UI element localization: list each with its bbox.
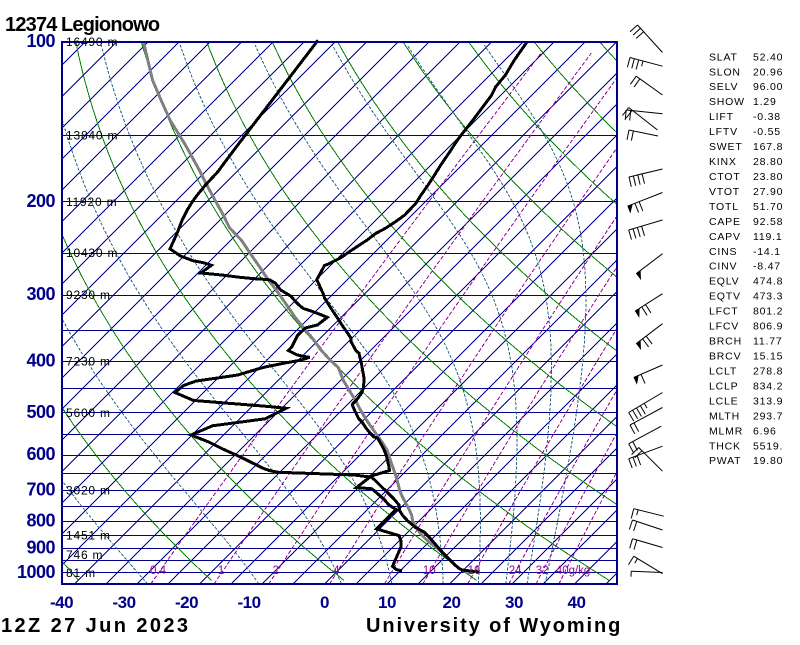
svg-text:51.70: 51.70 (753, 201, 783, 213)
svg-text:23.80: 23.80 (753, 171, 783, 183)
svg-text:1000: 1000 (17, 562, 56, 582)
svg-text:473.3: 473.3 (753, 291, 783, 303)
svg-text:6.96: 6.96 (753, 425, 777, 437)
svg-text:700: 700 (26, 480, 55, 500)
svg-text:800: 800 (26, 510, 55, 530)
svg-text:746 m: 746 m (66, 548, 103, 562)
svg-text:16: 16 (468, 565, 481, 577)
svg-text:LCLP: LCLP (709, 380, 738, 392)
svg-text:834.2: 834.2 (753, 380, 783, 392)
svg-text:-14.1: -14.1 (753, 246, 781, 258)
svg-text:52.40: 52.40 (753, 51, 783, 63)
svg-text:900: 900 (26, 538, 55, 558)
svg-text:400: 400 (26, 351, 55, 371)
svg-text:27.90: 27.90 (753, 186, 783, 198)
svg-text:-8.47: -8.47 (753, 261, 781, 273)
svg-text:7230 m: 7230 m (66, 355, 111, 369)
svg-text:300: 300 (26, 284, 55, 304)
svg-text:10430 m: 10430 m (66, 246, 118, 260)
svg-text:5519.: 5519. (753, 440, 783, 452)
svg-text:CAPE: CAPE (709, 216, 741, 228)
svg-text:10: 10 (423, 565, 436, 577)
svg-text:VTOT: VTOT (709, 186, 740, 198)
svg-text:EQLV: EQLV (709, 276, 739, 288)
svg-text:BRCH: BRCH (709, 336, 742, 348)
svg-text:96.00: 96.00 (753, 81, 783, 93)
svg-text:40g/kg: 40g/kg (556, 565, 591, 577)
svg-text:-10: -10 (237, 593, 260, 612)
svg-text:40: 40 (568, 593, 586, 612)
svg-text:SLAT: SLAT (709, 51, 738, 63)
svg-text:1451 m: 1451 m (66, 528, 111, 542)
svg-text:11.77: 11.77 (753, 336, 783, 348)
svg-text:167.8: 167.8 (753, 141, 783, 153)
svg-text:4: 4 (333, 565, 340, 577)
svg-text:-0.55: -0.55 (753, 126, 781, 138)
svg-text:THCK: THCK (709, 440, 741, 452)
svg-text:2: 2 (272, 565, 278, 577)
svg-text:293.7: 293.7 (753, 410, 783, 422)
svg-text:LCLE: LCLE (709, 395, 738, 407)
svg-text:11920 m: 11920 m (66, 195, 117, 209)
svg-text:13840 m: 13840 m (66, 129, 118, 143)
svg-text:KINX: KINX (709, 156, 737, 168)
svg-text:CTOT: CTOT (709, 171, 741, 183)
svg-text:600: 600 (26, 444, 55, 464)
svg-text:500: 500 (26, 402, 55, 422)
svg-text:0: 0 (320, 593, 329, 612)
svg-text:1.29: 1.29 (753, 96, 777, 108)
svg-text:92.58: 92.58 (753, 216, 783, 228)
svg-text:LFCT: LFCT (709, 306, 738, 318)
svg-text:SHOW: SHOW (709, 96, 745, 108)
svg-text:SLON: SLON (709, 66, 741, 78)
svg-text:-30: -30 (112, 593, 135, 612)
svg-text:TOTL: TOTL (709, 201, 739, 213)
svg-text:0.4: 0.4 (150, 565, 167, 577)
svg-text:LFTV: LFTV (709, 126, 738, 138)
svg-text:801.2: 801.2 (753, 306, 783, 318)
svg-text:10: 10 (378, 593, 396, 612)
svg-text:MLMR: MLMR (709, 425, 743, 437)
svg-text:16490 m: 16490 m (66, 35, 118, 49)
svg-text:CINV: CINV (709, 261, 737, 273)
svg-text:PWAT: PWAT (709, 455, 741, 467)
svg-text:15.15: 15.15 (753, 351, 783, 363)
svg-text:1: 1 (218, 565, 224, 577)
svg-text:CINS: CINS (709, 246, 737, 258)
svg-text:LFCV: LFCV (709, 321, 739, 333)
svg-text:32: 32 (536, 565, 549, 577)
svg-text:19.80: 19.80 (753, 455, 783, 467)
svg-text:20.96: 20.96 (753, 66, 783, 78)
svg-text:20: 20 (443, 593, 461, 612)
svg-text:24: 24 (509, 565, 522, 577)
svg-text:EQTV: EQTV (709, 291, 741, 303)
svg-text:12Z 27 Jun 2023: 12Z 27 Jun 2023 (1, 615, 190, 637)
svg-text:313.9: 313.9 (753, 395, 783, 407)
svg-text:LIFT: LIFT (709, 111, 734, 123)
svg-text:5600 m: 5600 m (66, 406, 111, 420)
svg-text:81 m: 81 m (66, 566, 96, 580)
svg-text:University of Wyoming: University of Wyoming (366, 615, 622, 637)
svg-text:LCLT: LCLT (709, 366, 737, 378)
svg-text:CAPV: CAPV (709, 231, 741, 243)
svg-text:-20: -20 (175, 593, 198, 612)
svg-text:474.8: 474.8 (753, 276, 783, 288)
svg-text:3020 m: 3020 m (66, 484, 111, 498)
svg-text:28.80: 28.80 (753, 156, 783, 168)
svg-text:BRCV: BRCV (709, 351, 741, 363)
svg-text:9230 m: 9230 m (66, 288, 111, 302)
svg-text:278.8: 278.8 (753, 366, 783, 378)
svg-text:119.1: 119.1 (753, 231, 783, 243)
svg-text:30: 30 (505, 593, 523, 612)
svg-text:SELV: SELV (709, 81, 738, 93)
svg-text:MLTH: MLTH (709, 410, 740, 422)
svg-text:806.9: 806.9 (753, 321, 783, 333)
svg-text:200: 200 (26, 191, 55, 211)
svg-text:-40: -40 (50, 593, 73, 612)
svg-text:12374: 12374 (5, 14, 58, 36)
svg-text:-0.38: -0.38 (753, 111, 781, 123)
svg-text:SWET: SWET (709, 141, 743, 153)
svg-text:Legionowo: Legionowo (61, 14, 160, 36)
